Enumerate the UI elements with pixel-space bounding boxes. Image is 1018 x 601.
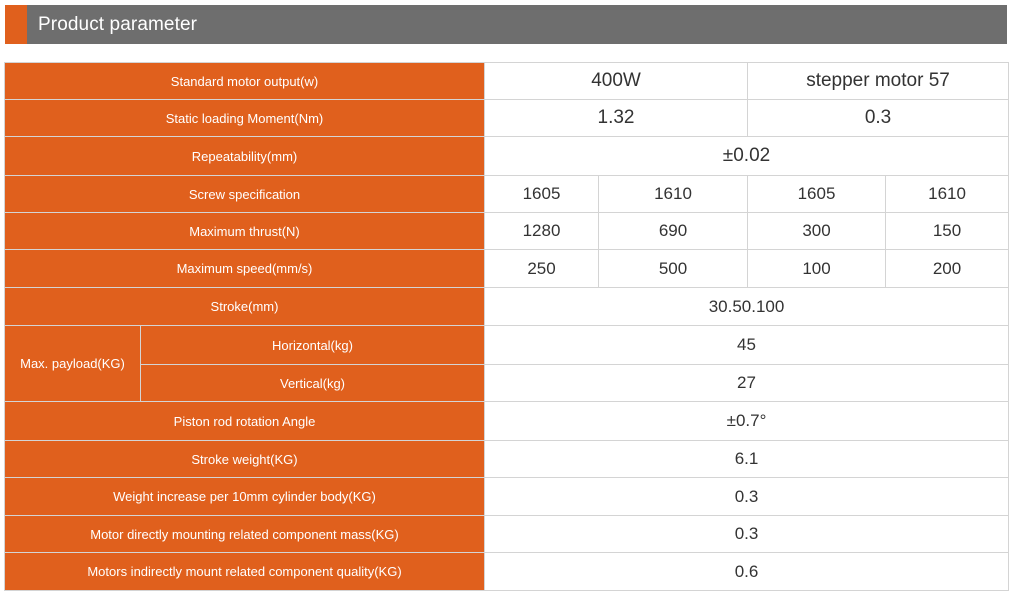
row-label: Screw specification	[4, 175, 485, 213]
cell-value: stepper motor 57	[747, 62, 1010, 100]
cell-value: 27	[483, 364, 1010, 402]
row-label: Static loading Moment(Nm)	[4, 99, 485, 137]
table-row: Motors indirectly mount related componen…	[4, 552, 1010, 591]
header-accent-bar	[5, 5, 27, 44]
table-row: Maximum speed(mm/s) 250 500 100 200	[4, 249, 1010, 288]
row-label: Motor directly mounting related componen…	[4, 515, 485, 553]
cell-value: 200	[885, 249, 1010, 288]
cell-value: 100	[747, 249, 887, 288]
table-row: Piston rod rotation Angle ±0.7°	[4, 401, 1010, 441]
cell-value: 1610	[885, 175, 1010, 213]
cell-value: 1.32	[483, 99, 749, 137]
row-label: Vertical(kg)	[140, 364, 485, 402]
row-label: Maximum speed(mm/s)	[4, 249, 485, 288]
cell-value: 500	[597, 249, 749, 288]
table-row: Weight increase per 10mm cylinder body(K…	[4, 477, 1010, 516]
row-label: Repeatability(mm)	[4, 136, 485, 176]
cell-value: ±0.7°	[483, 401, 1010, 441]
cell-value: 1605	[484, 175, 599, 213]
row-label: Motors indirectly mount related componen…	[4, 552, 485, 591]
table-row: Max. payload(KG) Horizontal(kg) 45	[4, 325, 1010, 402]
cell-value: 400W	[483, 62, 749, 100]
row-label: Piston rod rotation Angle	[4, 401, 485, 441]
row-label: Standard motor output(w)	[4, 62, 485, 100]
cell-value: 30.50.100	[483, 287, 1010, 326]
cell-value: 300	[747, 212, 887, 250]
section-title: Product parameter	[38, 13, 198, 35]
row-label: Stroke(mm)	[4, 287, 485, 326]
cell-value: 1605	[747, 175, 887, 213]
table-row: Screw specification 1605 1610 1605 1610	[4, 175, 1010, 213]
cell-value: 0.3	[483, 477, 1010, 516]
cell-value: ±0.02	[483, 136, 1010, 176]
cell-value: 150	[885, 212, 1010, 250]
table-row: Repeatability(mm) ±0.02	[4, 136, 1010, 176]
section-header: Product parameter	[5, 5, 1007, 44]
table-row: Vertical(kg) 27	[5, 364, 1010, 402]
table-row: Standard motor output(w) 400W stepper mo…	[4, 62, 1010, 100]
table-row: Stroke(mm) 30.50.100	[4, 287, 1010, 326]
cell-value: 1280	[484, 212, 599, 250]
cell-value: 250	[484, 249, 599, 288]
cell-value: 0.3	[483, 515, 1010, 553]
row-label: Stroke weight(KG)	[4, 440, 485, 478]
cell-value: 0.6	[483, 552, 1010, 591]
cell-value: 45	[483, 325, 1010, 365]
table-row: Maximum thrust(N) 1280 690 300 150	[4, 212, 1010, 250]
cell-value: 0.3	[747, 99, 1010, 137]
table-row: Motor directly mounting related componen…	[4, 515, 1010, 553]
cell-value: 1610	[597, 175, 749, 213]
row-group-label: Max. payload(KG)	[4, 325, 141, 402]
row-label: Horizontal(kg)	[140, 325, 485, 365]
table-row: Static loading Moment(Nm) 1.32 0.3	[4, 99, 1010, 137]
cell-value: 6.1	[483, 440, 1010, 478]
row-label: Maximum thrust(N)	[4, 212, 485, 250]
product-parameter-table: Standard motor output(w) 400W stepper mo…	[4, 62, 1010, 591]
table-row: Stroke weight(KG) 6.1	[4, 440, 1010, 478]
cell-value: 690	[597, 212, 749, 250]
row-label: Weight increase per 10mm cylinder body(K…	[4, 477, 485, 516]
